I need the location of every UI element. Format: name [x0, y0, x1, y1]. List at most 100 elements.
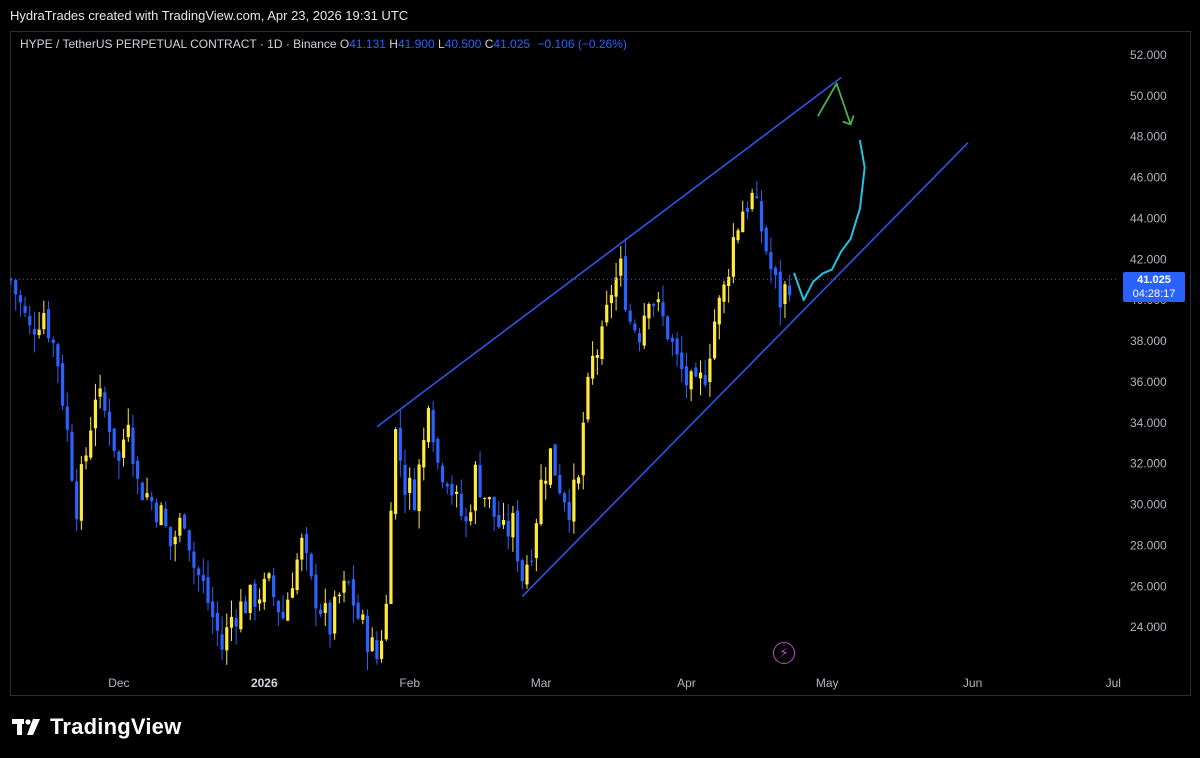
y-tick-label: 44.000: [1130, 211, 1167, 225]
open-value: 41.131: [349, 37, 386, 51]
candle-body: [581, 422, 585, 476]
reversal-arrowhead: [842, 115, 855, 126]
candle-body: [553, 444, 557, 476]
candle-body: [417, 464, 421, 512]
candle-body: [694, 367, 698, 377]
candle-body: [745, 207, 750, 213]
candle-body: [328, 602, 332, 635]
candle-body: [515, 510, 520, 562]
candle-body: [469, 512, 473, 522]
candle-body: [670, 337, 674, 342]
candle-body: [755, 196, 759, 198]
chart-caption: HydraTrades created with TradingView.com…: [10, 8, 409, 23]
candle-body: [234, 617, 238, 627]
candle-body: [9, 279, 13, 281]
candle-body: [675, 338, 679, 355]
candle-body: [412, 479, 416, 511]
candle-body: [300, 537, 304, 560]
y-tick-label: 30.000: [1130, 498, 1167, 512]
candle-body: [197, 568, 201, 576]
ohlc-legend: HYPE / TetherUS PERPETUAL CONTRACT · 1D …: [20, 37, 627, 51]
candle-body: [455, 491, 459, 494]
candle-body: [741, 211, 745, 233]
open-label: O: [339, 37, 350, 51]
y-tick-label: 48.000: [1130, 130, 1167, 144]
candle-body: [14, 280, 18, 295]
candle-body: [422, 440, 426, 468]
candle-body: [318, 609, 323, 615]
candle-body: [98, 388, 102, 397]
candle-body: [18, 295, 22, 303]
candle-body: [253, 583, 257, 607]
candle-body: [361, 614, 365, 620]
candle-body: [145, 493, 149, 498]
candle-body: [290, 588, 295, 598]
candle-body: [182, 514, 187, 529]
candle-body: [84, 455, 88, 462]
candle-body: [164, 508, 168, 527]
candle-body: [445, 483, 449, 487]
candle-body: [117, 451, 121, 461]
candle-body: [365, 615, 370, 653]
candle-body: [173, 536, 177, 545]
candle-body: [731, 237, 735, 277]
candle-body: [637, 333, 642, 343]
candle-body: [680, 352, 684, 370]
candle-body: [666, 316, 670, 340]
candle-body: [304, 534, 309, 554]
candle-body: [567, 501, 571, 520]
candle-body: [23, 305, 27, 313]
candle-body: [126, 424, 130, 438]
y-tick-label: 34.000: [1130, 416, 1167, 430]
candle-body: [281, 611, 285, 619]
candle-body: [717, 297, 721, 325]
y-tick-label: 28.000: [1130, 538, 1167, 552]
candle-body: [689, 371, 693, 390]
candle-body: [572, 479, 576, 522]
candle-body: [375, 640, 379, 660]
symbol-title[interactable]: HYPE / TetherUS PERPETUAL CONTRACT · 1D …: [20, 37, 337, 51]
candle-body: [619, 258, 623, 276]
candle-body: [769, 252, 773, 270]
candle-body: [436, 438, 440, 463]
x-tick-label: Jul: [1106, 676, 1121, 690]
candle-body: [788, 285, 792, 296]
y-tick-label: 50.000: [1130, 89, 1167, 103]
candle-body: [656, 299, 660, 303]
candle-body: [440, 465, 445, 483]
candle-body: [614, 277, 618, 297]
candle-body: [370, 637, 374, 652]
candle-body: [286, 599, 290, 621]
candle-body: [609, 295, 614, 304]
candle-body: [103, 392, 107, 411]
candle-body: [46, 309, 51, 339]
candle-body: [478, 465, 482, 498]
candle-body: [314, 574, 318, 609]
lightning-icon[interactable]: ⚡: [773, 642, 795, 664]
x-tick-label: Dec: [108, 676, 129, 690]
price-chart[interactable]: 24.000 26.000 28.000 30.000 32.000 34.000 36.0…: [0, 0, 1200, 700]
candle-body: [248, 584, 252, 613]
brand-name: TradingView: [50, 714, 182, 739]
candle-body: [586, 376, 590, 420]
candle-body: [558, 474, 562, 494]
candle-body: [652, 303, 656, 306]
candle-body: [258, 599, 262, 604]
candle-body: [544, 480, 548, 484]
candle-body: [93, 399, 98, 429]
candle-body: [727, 276, 731, 287]
candle-body: [107, 411, 112, 433]
candle-body: [150, 496, 154, 502]
x-tick-label: May: [816, 676, 839, 690]
change-value: −0.106 (−0.26%): [537, 37, 627, 51]
candle-body: [356, 602, 360, 619]
bar-countdown: 04:28:17: [1132, 288, 1176, 300]
candle-body: [698, 372, 703, 379]
tradingview-logo: TradingView: [12, 714, 181, 740]
candle-body: [206, 577, 210, 603]
candle-body: [389, 510, 393, 604]
x-tick-label: Feb: [399, 676, 420, 690]
candle-body: [225, 627, 229, 651]
candle-body: [750, 192, 754, 209]
candle-body: [379, 640, 384, 659]
